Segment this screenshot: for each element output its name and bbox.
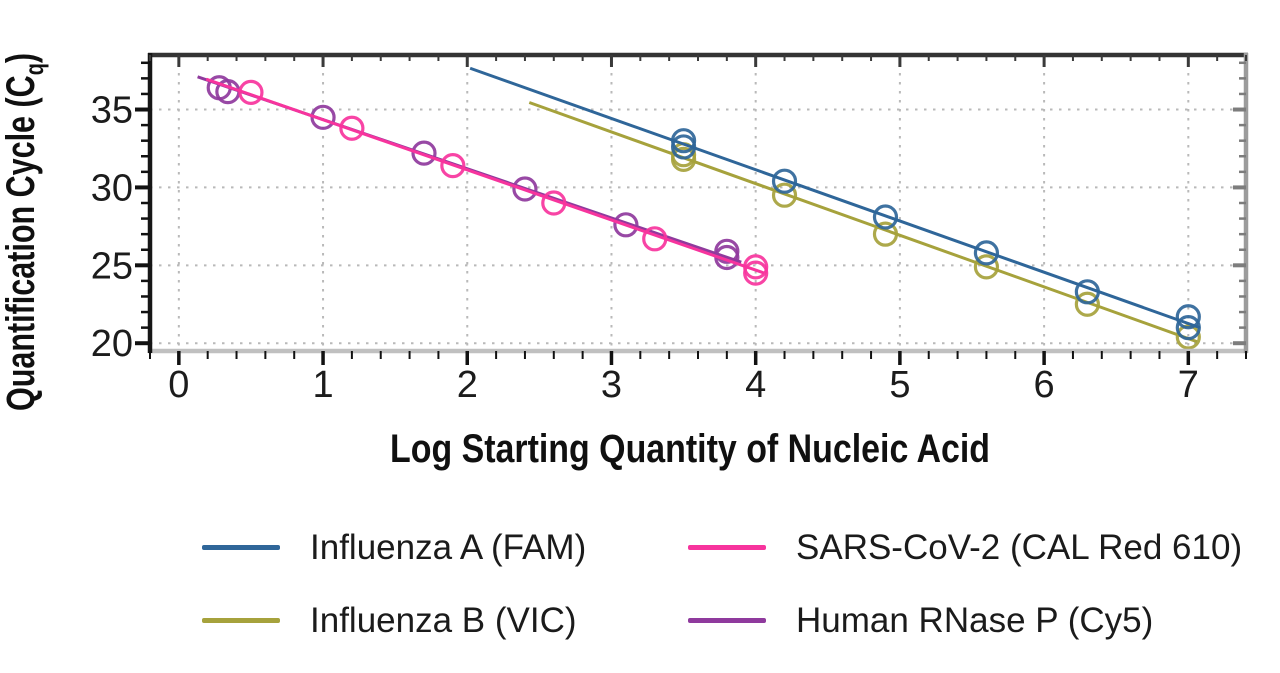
x-axis-title: Log Starting Quantity of Nucleic Acid — [390, 427, 990, 471]
data-point — [670, 128, 697, 154]
data-point — [411, 140, 437, 166]
data-point — [238, 79, 264, 105]
data-point — [743, 260, 769, 286]
data-point — [512, 176, 538, 202]
trend-line — [205, 77, 765, 275]
trend-line — [469, 66, 1201, 330]
data-point — [714, 238, 740, 264]
legend-line-swatch-human-rnase-p — [688, 618, 766, 623]
x-tick-label: 2 — [457, 364, 478, 406]
data-point — [1175, 315, 1201, 341]
x-tick-label: 1 — [312, 364, 333, 406]
x-tick-label: 7 — [1178, 364, 1199, 406]
data-point — [1175, 304, 1201, 330]
data-point — [872, 221, 899, 247]
data-point — [1074, 291, 1100, 317]
standard-curve-chart: Quantification Cycle (Cq) Log Starting Q… — [0, 52, 1249, 471]
legend-label-human-rnase-p: Human RNase P (Cy5) — [796, 600, 1154, 640]
legend-label-influenza-b: Influenza B (VIC) — [310, 600, 577, 640]
data-point — [670, 134, 697, 160]
y-tick-label: 20 — [91, 323, 133, 365]
legend-line-swatch-influenza-a — [202, 545, 280, 550]
legend-item-sars-cov-2-cal-red-610: SARS-CoV-2 (CAL Red 610) — [688, 524, 1242, 571]
legend-item-influenza-a-fam: Influenza A (FAM) — [202, 524, 586, 571]
plot-area: 0 1 2 3 4 5 6 7 20 25 30 35 — [91, 52, 1249, 406]
data-point — [1074, 279, 1100, 305]
data-point — [642, 226, 668, 252]
data-point — [613, 212, 639, 238]
x-tick-label: 0 — [168, 364, 189, 406]
legend-item-human-rnase-p-cy5: Human RNase P (Cy5) — [688, 597, 1153, 644]
y-tick-label: 30 — [91, 167, 133, 209]
data-point — [670, 146, 697, 172]
legend-line-swatch-influenza-b — [202, 618, 280, 623]
x-tick-label: 6 — [1034, 364, 1055, 406]
legend-label-influenza-a: Influenza A (FAM) — [310, 527, 587, 567]
legend-item-influenza-b-vic: Influenza B (VIC) — [202, 597, 577, 644]
x-tick-label: 3 — [601, 364, 622, 406]
data-point — [541, 190, 567, 216]
data-point — [771, 168, 798, 194]
data-point — [743, 254, 769, 280]
data-point — [771, 182, 798, 208]
data-point — [339, 115, 365, 141]
y-axis-title: Quantification Cycle (Cq) — [0, 53, 49, 411]
y-tick-label: 35 — [91, 90, 133, 132]
legend-label-sars-cov-2: SARS-CoV-2 (CAL Red 610) — [796, 527, 1243, 567]
x-tick-label: 5 — [889, 364, 910, 406]
data-point — [872, 204, 899, 230]
data-point — [1175, 324, 1201, 350]
x-tick-label: 4 — [745, 364, 766, 406]
legend-line-swatch-sars-cov-2 — [688, 545, 766, 550]
y-tick-label: 25 — [91, 245, 133, 287]
data-point — [973, 240, 1000, 266]
data-point — [973, 254, 1000, 280]
data-point — [440, 153, 466, 179]
